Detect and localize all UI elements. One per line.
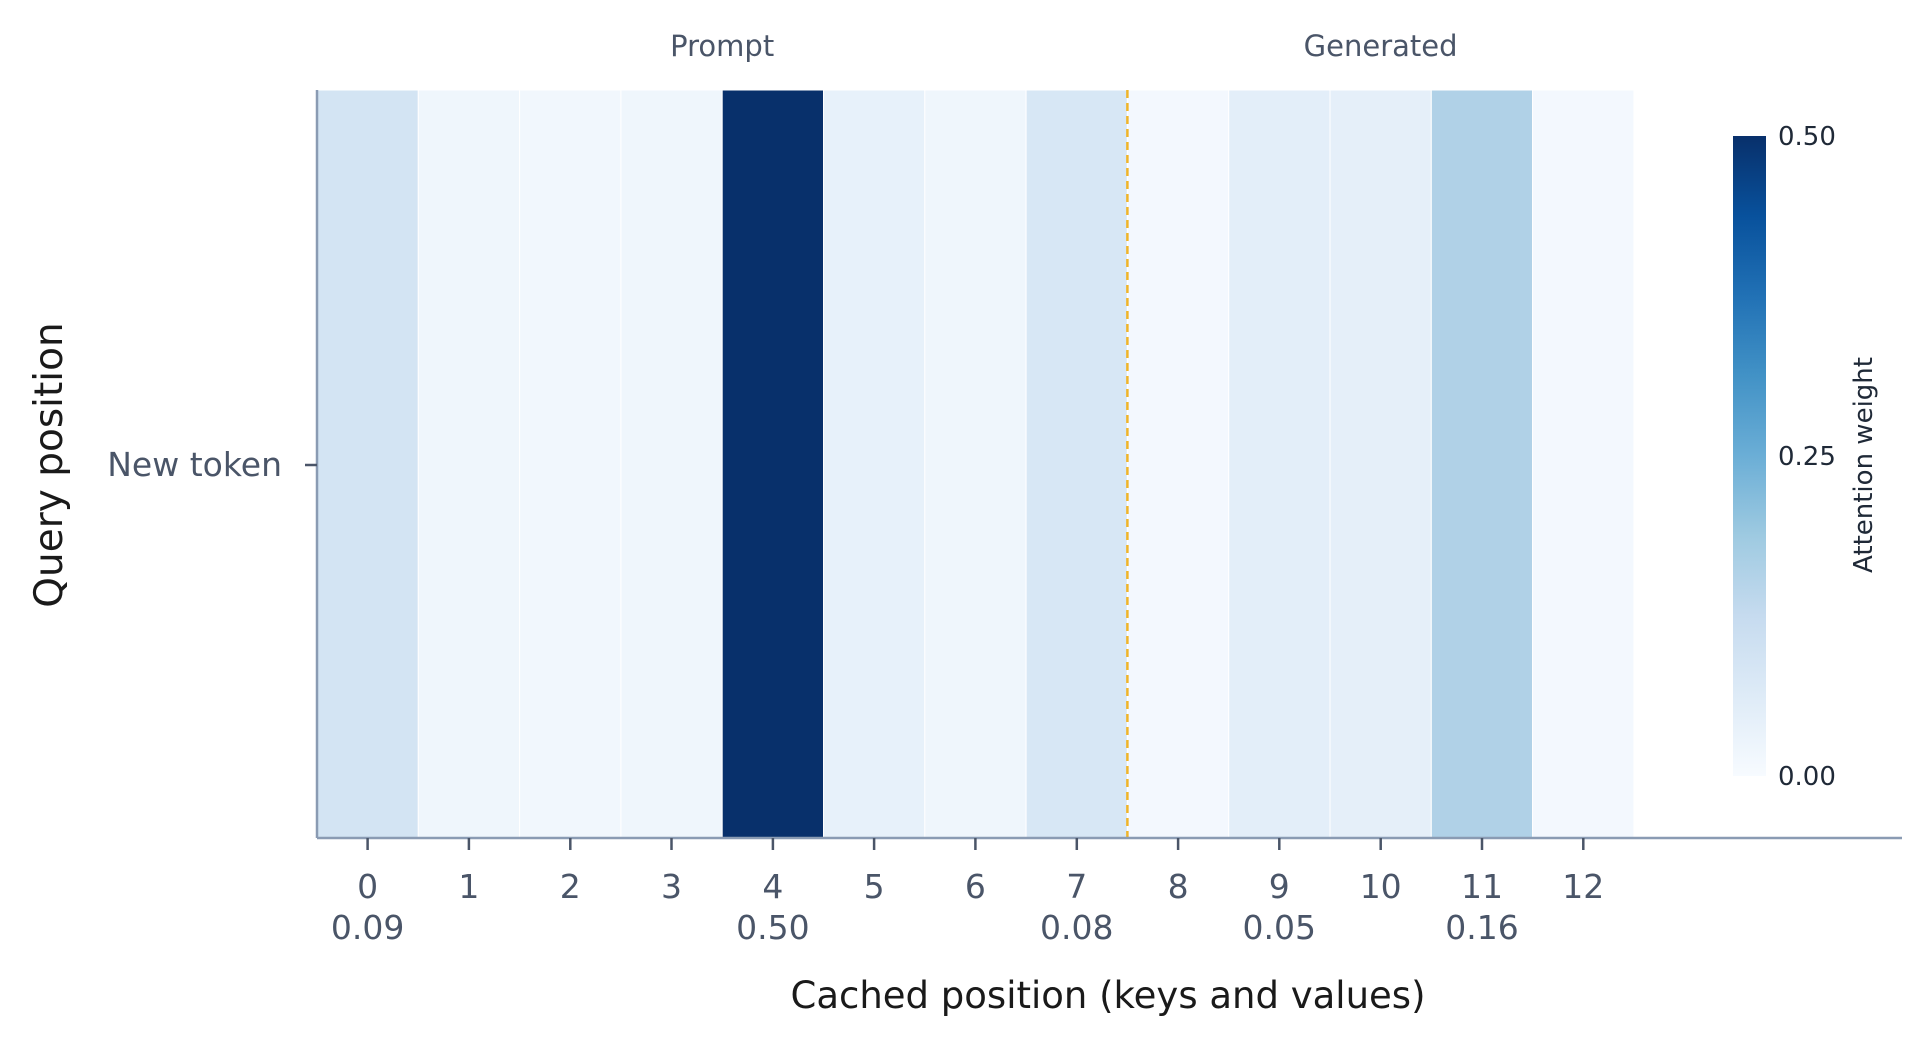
heatmap-cell-9 bbox=[1228, 89, 1331, 839]
heatmap-cell-12 bbox=[1532, 89, 1635, 839]
colorbar-tick-0.00: 0.00 bbox=[1778, 762, 1836, 792]
value-label-4: 0.50 bbox=[736, 908, 809, 947]
heatmap-cell-6 bbox=[924, 89, 1027, 839]
heatmap-cell-11 bbox=[1430, 89, 1534, 839]
heatmap-cell-1 bbox=[417, 89, 521, 839]
heatmap-cell-7 bbox=[1025, 89, 1128, 839]
segment-label-generated: Generated bbox=[1304, 29, 1458, 63]
value-label-11: 0.16 bbox=[1445, 908, 1518, 947]
heatmap-cell-0 bbox=[316, 89, 419, 839]
x-tick-label-9: 9 bbox=[1269, 867, 1290, 906]
colorbar-tick-group: 0.00 0.25 0.50 bbox=[1778, 122, 1836, 792]
colorbar-title: Attention weight bbox=[1849, 357, 1879, 573]
value-label-9: 0.05 bbox=[1243, 908, 1316, 947]
colorbar-tick-0.50: 0.50 bbox=[1778, 122, 1836, 152]
segment-label-prompt: Prompt bbox=[670, 29, 774, 63]
x-tick-label-6: 6 bbox=[965, 867, 986, 906]
value-label-group: 0.09 0.50 0.08 0.05 0.16 bbox=[331, 908, 1519, 947]
value-label-7: 0.08 bbox=[1040, 908, 1113, 947]
heatmap-cell-10 bbox=[1329, 89, 1432, 839]
colorbar-tick-0.25: 0.25 bbox=[1778, 442, 1836, 472]
x-tick-label-10: 10 bbox=[1360, 867, 1402, 906]
heatmap-cell-5 bbox=[823, 89, 926, 839]
heatmap-cell-3 bbox=[620, 89, 723, 839]
y-axis-title: Query position bbox=[27, 322, 72, 607]
x-tick-label-2: 2 bbox=[560, 867, 581, 906]
x-tick-label-12: 12 bbox=[1562, 867, 1604, 906]
segment-label-group: Prompt Generated bbox=[670, 29, 1457, 63]
x-tick-label-7: 7 bbox=[1066, 867, 1087, 906]
x-tick-label-4: 4 bbox=[762, 867, 783, 906]
x-tick-label-11: 11 bbox=[1461, 867, 1503, 906]
value-label-0: 0.09 bbox=[331, 908, 404, 947]
x-tick-label-3: 3 bbox=[661, 867, 682, 906]
heatmap-cell-8 bbox=[1126, 89, 1230, 839]
x-axis-title: Cached position (keys and values) bbox=[790, 974, 1425, 1017]
x-tick-label-0: 0 bbox=[357, 867, 378, 906]
heatmap-cells bbox=[316, 89, 1635, 839]
x-tick-label-1: 1 bbox=[458, 867, 479, 906]
y-tick-label: New token bbox=[107, 445, 282, 484]
x-tick-group: 0 1 2 3 4 5 6 7 8 9 10 11 12 bbox=[357, 838, 1604, 906]
colorbar bbox=[1733, 136, 1766, 776]
x-tick-label-8: 8 bbox=[1168, 867, 1189, 906]
heatmap-cell-2 bbox=[519, 89, 622, 839]
heatmap-cell-4 bbox=[721, 89, 825, 839]
x-tick-label-5: 5 bbox=[864, 867, 885, 906]
